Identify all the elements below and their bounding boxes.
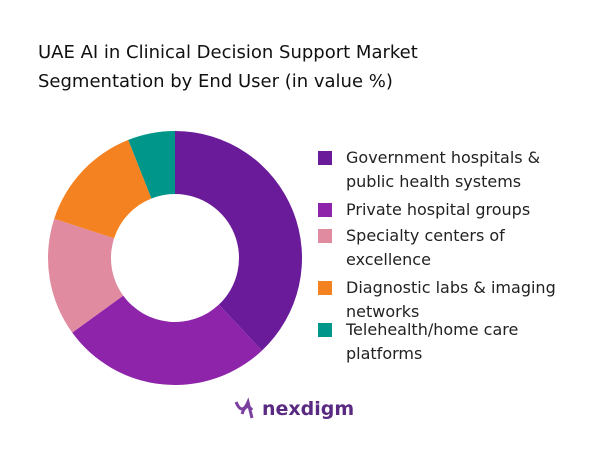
legend-label: Government hospitals & public health sys… bbox=[346, 148, 541, 191]
legend-item: Specialty centers of excellence bbox=[318, 224, 563, 272]
legend-swatch bbox=[318, 281, 332, 295]
legend-item: Telehealth/home care platforms bbox=[318, 318, 563, 366]
legend-swatch bbox=[318, 151, 332, 165]
donut-segment bbox=[175, 131, 302, 351]
donut-segment bbox=[72, 295, 262, 385]
donut-segment bbox=[128, 131, 175, 199]
chart-title: UAE AI in Clinical Decision Support Mark… bbox=[38, 42, 418, 92]
legend-label: Private hospital groups bbox=[346, 200, 531, 219]
legend-swatch bbox=[318, 203, 332, 217]
legend-item: Government hospitals & public health sys… bbox=[318, 146, 563, 194]
donut-segment bbox=[48, 218, 124, 333]
logo-icon bbox=[234, 397, 254, 419]
legend-swatch bbox=[318, 323, 332, 337]
legend-label: Diagnostic labs & imaging networks bbox=[346, 278, 556, 321]
legend-label: Specialty centers of excellence bbox=[346, 226, 505, 269]
brand: nexdigm bbox=[262, 398, 355, 420]
legend-item: Diagnostic labs & imaging networks bbox=[318, 276, 563, 324]
donut-segment bbox=[54, 139, 152, 239]
legend-item: Private hospital groups bbox=[318, 198, 563, 222]
legend-swatch bbox=[318, 229, 332, 243]
legend-label: Telehealth/home care platforms bbox=[346, 320, 519, 363]
